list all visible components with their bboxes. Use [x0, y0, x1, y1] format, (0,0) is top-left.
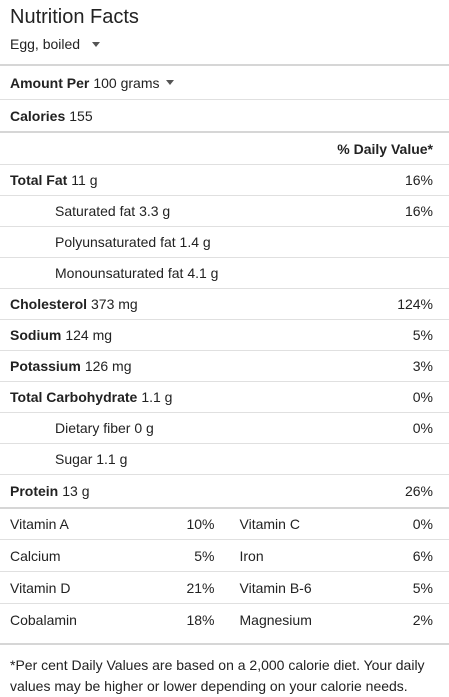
- calories-row: Calories 155: [0, 99, 449, 131]
- nutrient-amount: 126 mg: [84, 358, 132, 374]
- nutrient-label: Protein: [10, 483, 59, 499]
- nutrient-row-potassium: Potassium 126 mg 3%: [0, 350, 449, 381]
- nutrient-amount: 11 g: [71, 172, 98, 188]
- vitamin-dv: 6%: [412, 547, 433, 564]
- vitamin-row: Cobalamin 18% Magnesium 2%: [0, 603, 449, 635]
- daily-value-header-row: % Daily Value*: [0, 131, 449, 164]
- nutrient-label: Total Fat: [10, 172, 68, 188]
- nutrient-dv: 5%: [412, 327, 433, 343]
- nutrient-amount: 1.1 g: [141, 389, 173, 405]
- amount-per-label: Amount Per: [10, 74, 90, 91]
- nutrient-row-protein: Protein 13 g 26%: [0, 474, 449, 507]
- nutrient-amount: 4.1 g: [187, 265, 219, 281]
- nutrient-amount: 1.1 g: [96, 451, 128, 467]
- vitamin-name: Vitamin B-6: [239, 579, 312, 596]
- nutrient-label: Dietary fiber: [55, 420, 131, 436]
- nutrient-row-cholesterol: Cholesterol 373 mg 124%: [0, 288, 449, 319]
- vitamin-dv: 10%: [186, 516, 215, 532]
- nutrient-label: Total Carbohydrate: [10, 389, 138, 405]
- nutrient-row-monounsaturated-fat: Monounsaturated fat 4.1 g: [0, 257, 449, 288]
- vitamin-name: Iron: [239, 547, 264, 564]
- nutrient-row-polyunsaturated-fat: Polyunsaturated fat 1.4 g: [0, 226, 449, 257]
- nutrient-dv: 16%: [404, 203, 433, 219]
- vitamin-dv: 21%: [186, 579, 215, 596]
- food-selector-label: Egg, boiled: [10, 36, 81, 52]
- vitamin-row: Vitamin D 21% Vitamin B-6 5%: [0, 571, 449, 603]
- vitamin-dv: 0%: [412, 516, 433, 532]
- nutrient-amount: 373 mg: [91, 296, 138, 312]
- nutrient-label: Sugar: [55, 451, 93, 467]
- vitamin-name: Magnesium: [239, 611, 312, 628]
- daily-value-header: % Daily Value*: [337, 140, 433, 157]
- calories-label: Calories: [10, 107, 66, 124]
- vitamin-name: Vitamin C: [239, 516, 300, 532]
- nutrient-dv: 16%: [404, 172, 433, 188]
- vitamin-name: Calcium: [10, 547, 61, 564]
- nutrient-label: Monounsaturated fat: [55, 265, 184, 281]
- vitamins-grid: Vitamin A 10% Vitamin C 0% Calcium 5% Iron 6…: [0, 507, 449, 635]
- vitamin-name: Vitamin A: [10, 516, 69, 532]
- vitamin-dv: 5%: [194, 547, 215, 564]
- nutrient-dv: 0%: [412, 389, 433, 405]
- nutrient-row-saturated-fat: Saturated fat 3.3 g 16%: [0, 195, 449, 226]
- nutrient-row-dietary-fiber: Dietary fiber 0 g 0%: [0, 412, 449, 443]
- nutrient-dv: 0%: [412, 420, 433, 436]
- nutrient-row-sodium: Sodium 124 mg 5%: [0, 319, 449, 350]
- nutrient-amount: 124 mg: [65, 327, 113, 343]
- vitamin-dv: 5%: [412, 579, 433, 596]
- serving-selector-label: 100 grams: [93, 74, 160, 91]
- nutrient-label: Potassium: [10, 358, 81, 374]
- nutrient-row-sugar: Sugar 1.1 g: [0, 443, 449, 474]
- vitamin-dv: 2%: [412, 611, 433, 628]
- calories-value: 155: [69, 107, 93, 124]
- nutrient-dv: 3%: [412, 358, 433, 374]
- nutrient-label: Sodium: [10, 327, 62, 343]
- footnote: *Per cent Daily Values are based on a 2,…: [0, 643, 449, 697]
- nutrient-amount: 13 g: [62, 483, 90, 499]
- nutrient-label: Saturated fat: [55, 203, 136, 219]
- food-selector[interactable]: Egg, boiled: [0, 29, 449, 55]
- vitamin-row: Calcium 5% Iron 6%: [0, 539, 449, 571]
- panel-title: Nutrition Facts: [10, 6, 139, 28]
- nutrient-amount: 0 g: [134, 420, 154, 436]
- serving-selector[interactable]: 100 grams: [93, 74, 174, 91]
- vitamin-name: Cobalamin: [10, 611, 77, 628]
- nutrient-row-total-carbohydrate: Total Carbohydrate 1.1 g 0%: [0, 381, 449, 412]
- vitamin-row: Vitamin A 10% Vitamin C 0%: [0, 507, 449, 539]
- nutrient-dv: 124%: [397, 296, 433, 312]
- nutrient-label: Polyunsaturated fat: [55, 234, 176, 250]
- vitamin-dv: 18%: [186, 611, 215, 628]
- nutrient-amount: 1.4 g: [179, 234, 211, 250]
- nutrient-label: Cholesterol: [10, 296, 88, 312]
- caret-down-icon[interactable]: [92, 41, 101, 47]
- nutrient-dv: 26%: [404, 483, 433, 499]
- nutrient-row-total-fat: Total Fat 11 g 16%: [0, 164, 449, 195]
- caret-down-icon[interactable]: [165, 80, 174, 85]
- nutrient-amount: 3.3 g: [139, 203, 171, 219]
- amount-per-row: Amount Per 100 grams: [0, 64, 449, 99]
- vitamin-name: Vitamin D: [10, 579, 71, 596]
